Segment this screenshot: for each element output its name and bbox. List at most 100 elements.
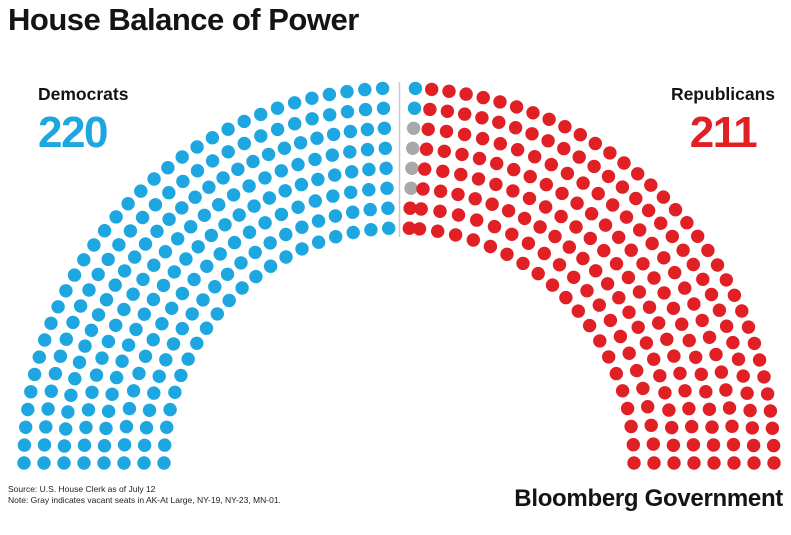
seat-dot-republican [603, 146, 617, 160]
seat-dot-democrat [199, 321, 214, 335]
seat-dot-democrat [270, 122, 285, 137]
seat-dot-democrat [221, 145, 235, 159]
seat-dot-democrat [190, 336, 204, 350]
seat-dot-democrat [343, 145, 357, 159]
seat-dot-democrat [278, 184, 292, 198]
seat-dot-republican [641, 203, 656, 218]
seat-dot-democrat [132, 366, 146, 381]
seat-dot-democrat [27, 367, 42, 382]
seat-dot-democrat [137, 307, 151, 321]
seat-dot-republican [709, 347, 723, 362]
seat-dot-republican [747, 456, 761, 470]
seat-dot-democrat [358, 102, 373, 117]
seat-dot-democrat [115, 354, 129, 368]
seat-dot-republican [537, 246, 551, 261]
seat-dot-republican [526, 106, 540, 120]
seat-dot-democrat [323, 108, 337, 122]
seat-dot-republican [667, 456, 681, 470]
seat-dot-republican [528, 150, 542, 164]
seat-dot-democrat [95, 351, 109, 365]
seat-dot-republican [706, 438, 721, 452]
seat-dot-democrat [82, 283, 96, 297]
seat-dot-democrat [137, 438, 152, 452]
seat-dot-democrat [165, 301, 179, 315]
seat-dot-republican [402, 221, 416, 235]
seat-dot-republican [554, 209, 568, 224]
seat-dot-republican [687, 297, 701, 311]
seat-dot-republican [507, 162, 521, 177]
seat-dot-republican [745, 421, 759, 435]
seat-dot-republican [538, 200, 553, 214]
seat-dot-democrat [254, 129, 268, 143]
seat-dot-republican [736, 369, 750, 383]
seat-dot-democrat [117, 456, 131, 470]
seat-dot-democrat [57, 456, 71, 470]
seat-dot-democrat [261, 147, 276, 162]
seat-dot-democrat [200, 259, 214, 273]
seat-dot-republican [517, 211, 532, 226]
seat-dot-democrat [216, 171, 230, 185]
seat-dot-democrat [109, 370, 124, 385]
seat-dot-democrat [64, 388, 78, 402]
seat-dot-republican [454, 167, 468, 182]
seat-dot-republican [423, 102, 437, 117]
seat-dot-democrat [288, 117, 302, 131]
seat-dot-republican [414, 202, 428, 216]
seat-dot-democrat [66, 315, 80, 330]
republicans-count: 211 [689, 107, 758, 157]
seat-dot-republican [719, 273, 733, 287]
seat-dot-democrat [79, 420, 93, 435]
seat-dot-democrat [37, 438, 52, 452]
seat-dot-republican [572, 150, 586, 164]
seat-dot-democrat [176, 174, 190, 189]
seat-dot-republican [559, 290, 573, 305]
seat-dot-republican [673, 366, 687, 380]
seat-dot-republican [600, 277, 615, 291]
seat-dot-republican [582, 318, 597, 333]
seat-dot-republican [665, 229, 679, 244]
seat-dot-democrat [190, 164, 205, 178]
seat-dot-democrat [117, 438, 132, 452]
seat-dot-republican [656, 190, 671, 204]
seat-dot-republican [548, 229, 562, 244]
seat-dot-republican [418, 162, 432, 176]
seat-dot-democrat [311, 172, 325, 187]
seat-dot-democrat [57, 439, 72, 453]
seat-dot-republican [633, 223, 647, 237]
seat-dot-democrat [232, 208, 246, 222]
seat-dot-republican [501, 204, 516, 218]
seat-dot-republican [727, 288, 742, 302]
seat-dot-democrat [311, 235, 326, 249]
seat-dot-democrat [175, 321, 189, 336]
seat-dot-republican [612, 230, 626, 244]
seat-dot-republican [696, 272, 710, 286]
seat-dot-democrat [162, 186, 176, 200]
seat-dot-democrat [213, 247, 227, 261]
seat-dot-republican [533, 220, 547, 234]
seat-dot-democrat [58, 422, 73, 436]
seat-dot-republican [437, 144, 451, 158]
seat-dot-republican [500, 247, 514, 261]
seat-dot-republican [666, 301, 681, 315]
seat-dot-republican [702, 402, 717, 416]
seat-dot-democrat [263, 236, 277, 250]
seat-dot-democrat [135, 210, 150, 225]
seat-dot-democrat [212, 198, 226, 212]
seat-dot-democrat [279, 227, 293, 242]
seat-dot-democrat [89, 368, 104, 382]
seat-dot-republican [680, 216, 694, 230]
seat-dot-republican [589, 264, 603, 278]
seat-dot-democrat [360, 142, 375, 157]
seat-dot-democrat [377, 121, 392, 135]
seat-dot-republican [632, 285, 647, 299]
seat-dot-democrat [235, 281, 249, 295]
seat-dot-republican [615, 384, 630, 398]
seat-dot-democrat [287, 96, 302, 110]
seat-dot-republican [707, 456, 721, 470]
seat-dot-republican [560, 166, 575, 181]
seat-dot-republican [552, 258, 567, 272]
seat-dot-democrat [85, 385, 99, 399]
seat-dot-republican [624, 419, 638, 434]
seat-dot-republican [606, 198, 620, 212]
